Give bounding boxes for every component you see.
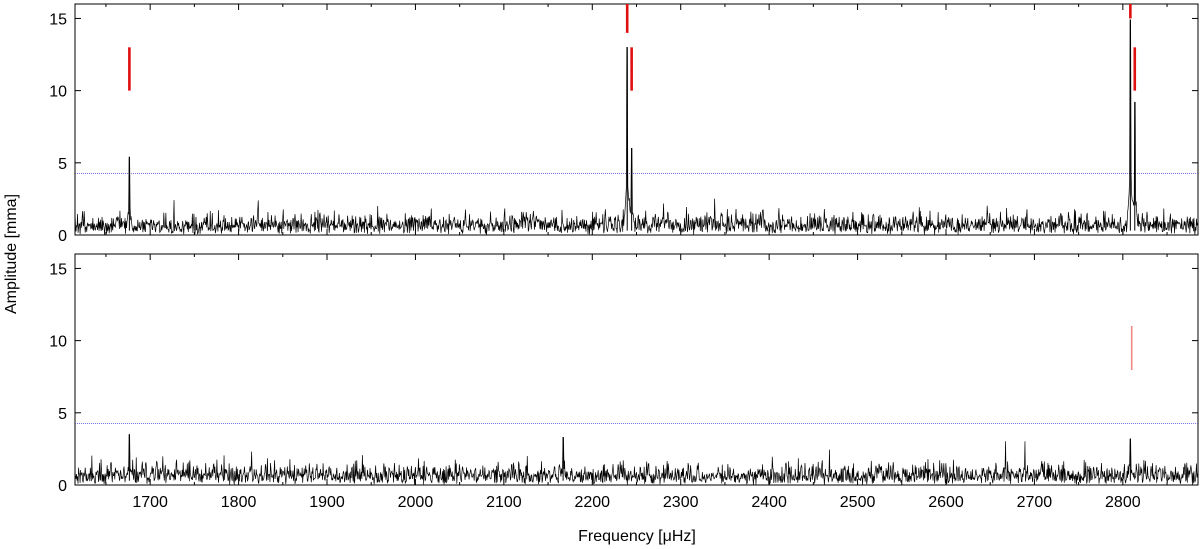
y-tick-label: 15 <box>49 261 67 278</box>
y-tick-label: 5 <box>58 156 67 173</box>
y-tick-label: 10 <box>49 334 67 351</box>
x-axis-title: Frequency [μHz] <box>578 528 696 545</box>
x-tick-label: 2800 <box>1105 494 1141 511</box>
x-tick-label: 1900 <box>309 494 345 511</box>
y-tick-label: 0 <box>58 228 67 245</box>
x-tick-label: 2500 <box>840 494 876 511</box>
panel-frame <box>74 253 1199 486</box>
x-tick-label: 2000 <box>398 494 434 511</box>
panel-frame <box>74 3 1199 236</box>
amplitude-spectrum-line <box>75 434 1198 485</box>
x-tick-label: 1700 <box>132 494 168 511</box>
amplitude-spectrum-line <box>75 19 1198 235</box>
y-tick-label: 15 <box>49 11 67 28</box>
y-axis-title: Amplitude [mma] <box>3 194 20 314</box>
panel-1: 0 5 10 15 <box>49 3 1199 245</box>
x-tick-label: 2400 <box>751 494 787 511</box>
x-tick-label: 1800 <box>221 494 257 511</box>
panel-2: 0 5 10 15 <box>49 253 1199 495</box>
y-tick-label: 5 <box>58 406 67 423</box>
y-tick-label: 0 <box>58 478 67 495</box>
x-tick-label: 2100 <box>486 494 522 511</box>
x-tick-label: 2700 <box>1017 494 1053 511</box>
x-tick-label: 2200 <box>574 494 610 511</box>
y-tick-label: 10 <box>49 84 67 101</box>
x-tick-label: 2600 <box>928 494 964 511</box>
x-tick-label: 2300 <box>663 494 699 511</box>
panels-layer: 0 5 10 15 0 5 10 15 1700 1800 1900 2000 2100 2200 2300… <box>49 3 1199 511</box>
